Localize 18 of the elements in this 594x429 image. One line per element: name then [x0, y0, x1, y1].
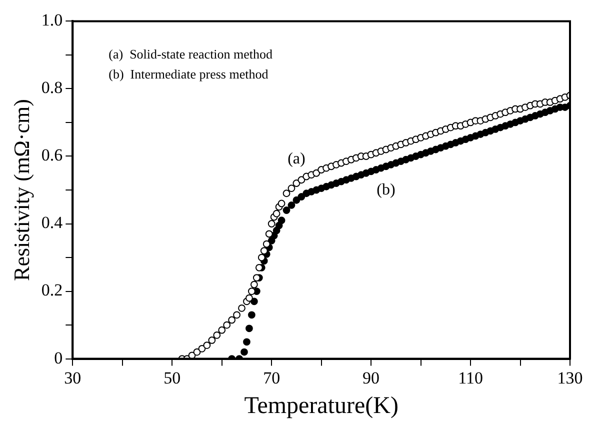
- series-label: (a): [288, 150, 306, 168]
- series-label: (b): [376, 182, 396, 199]
- y-tick-label: 0.8: [41, 78, 63, 98]
- y-tick-label: 1.0: [41, 10, 63, 30]
- x-tick-label: 30: [64, 368, 82, 388]
- annotation: (b) Intermediate press method: [108, 66, 269, 82]
- y-tick-label: 0.6: [41, 146, 63, 165]
- x-tick-label: 90: [362, 368, 380, 388]
- annotation: (a) Solid-state reaction method: [108, 46, 274, 62]
- y-tick-label: 0: [54, 348, 63, 368]
- x-tick-label: 70: [263, 368, 280, 388]
- x-tick-label: 110: [458, 368, 483, 388]
- x-tick-label: 50: [164, 368, 181, 388]
- x-axis-title: Temperature(K): [244, 392, 398, 419]
- x-tick-label: 130: [557, 368, 583, 388]
- y-tick-label: 0.2: [41, 280, 63, 300]
- y-axis-title: Resistivity (mΩ·cm): [8, 99, 34, 281]
- y-tick-label: 0.4: [41, 213, 64, 232]
